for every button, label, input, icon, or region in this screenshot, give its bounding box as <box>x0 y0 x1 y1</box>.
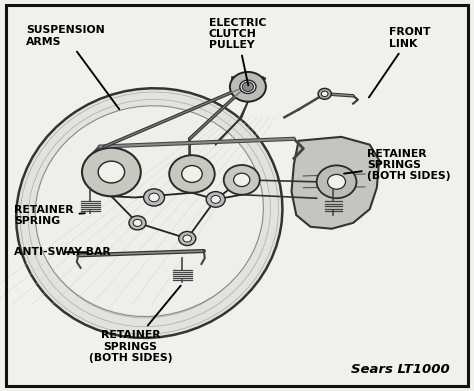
Circle shape <box>179 231 196 246</box>
Circle shape <box>317 165 356 198</box>
Text: SUSPENSION
ARMS: SUSPENSION ARMS <box>26 25 119 109</box>
Ellipse shape <box>35 106 264 316</box>
Circle shape <box>144 189 164 206</box>
Circle shape <box>183 235 191 242</box>
Circle shape <box>328 174 346 189</box>
Circle shape <box>321 91 328 97</box>
Circle shape <box>133 219 142 226</box>
Circle shape <box>98 161 125 183</box>
Circle shape <box>230 72 266 102</box>
Text: FRONT
LINK: FRONT LINK <box>369 27 430 97</box>
Text: Sears LT1000: Sears LT1000 <box>351 363 450 376</box>
Circle shape <box>318 88 331 99</box>
Ellipse shape <box>16 88 283 338</box>
Circle shape <box>182 165 202 183</box>
Circle shape <box>169 155 215 193</box>
Bar <box>232 77 263 94</box>
Text: RETAINER
SPRINGS
(BOTH SIDES): RETAINER SPRINGS (BOTH SIDES) <box>89 285 181 363</box>
Circle shape <box>149 193 159 202</box>
Circle shape <box>240 80 256 93</box>
Text: ELECTRIC
CLUTCH
PULLEY: ELECTRIC CLUTCH PULLEY <box>209 18 266 85</box>
Circle shape <box>129 216 146 230</box>
Text: ANTI-SWAY BAR: ANTI-SWAY BAR <box>14 247 111 257</box>
Polygon shape <box>292 137 379 229</box>
Text: RETAINER
SPRINGS
(BOTH SIDES): RETAINER SPRINGS (BOTH SIDES) <box>344 149 451 181</box>
Polygon shape <box>232 78 265 100</box>
Text: RETAINER
SPRING: RETAINER SPRING <box>14 205 85 226</box>
Circle shape <box>82 148 141 196</box>
Circle shape <box>242 82 254 91</box>
Circle shape <box>234 173 250 187</box>
Circle shape <box>211 196 220 203</box>
Circle shape <box>206 192 225 207</box>
Circle shape <box>224 165 260 195</box>
